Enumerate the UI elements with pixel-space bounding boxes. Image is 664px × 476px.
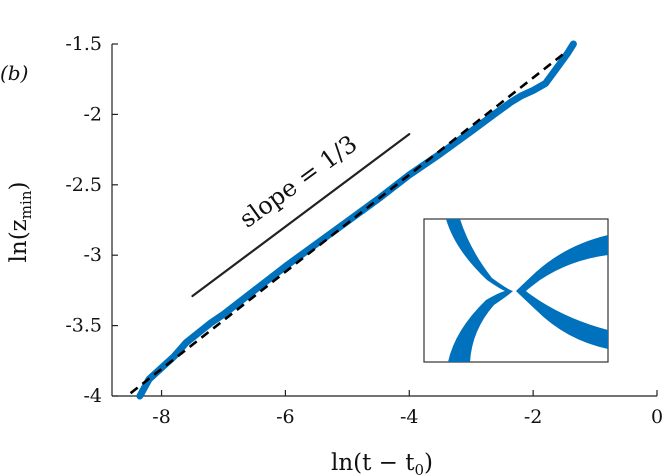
x-tick-label: -2: [524, 406, 543, 428]
y-tick-label: -1.5: [65, 33, 102, 55]
x-tick-label: -4: [400, 406, 419, 428]
y-tick-label: -2.5: [65, 174, 102, 196]
y-tick-label: -3.5: [65, 315, 102, 337]
fit-dashed-line: [129, 50, 569, 395]
tick-marks: [112, 43, 658, 397]
x-tick-label: -6: [276, 406, 295, 428]
series-layer: [129, 40, 577, 400]
tick-labels: -8 -6 -4 -2 0 -1.5 -2 -2.5 -3 -3.5 -4: [65, 33, 663, 428]
inset: [423, 218, 609, 363]
y-tick-label: -2: [83, 103, 102, 125]
inset-left-lobe: [446, 219, 513, 362]
y-tick-label: -4: [83, 385, 102, 407]
slope-reference-line: [191, 133, 411, 298]
axes: [111, 44, 657, 397]
inset-frame: [423, 218, 609, 363]
panel-label: (b): [0, 61, 28, 85]
y-tick-label: -3: [83, 244, 102, 266]
inset-right-lobe: [516, 235, 608, 349]
x-axis-label: ln(t − t0): [331, 450, 433, 476]
x-tick-label: 0: [651, 406, 663, 428]
x-tick-label: -8: [152, 406, 171, 428]
y-axis-label: ln(zmin): [6, 182, 35, 263]
data-series-line: [136, 40, 577, 400]
